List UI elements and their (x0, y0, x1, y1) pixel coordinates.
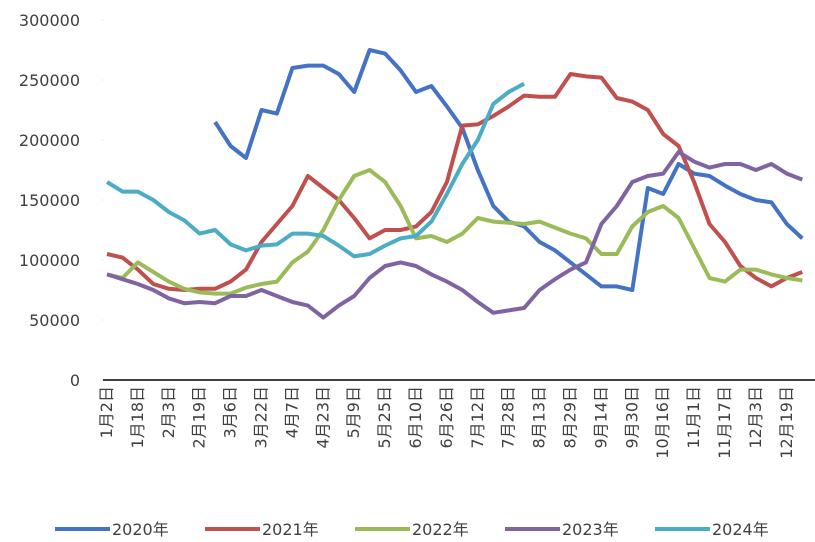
x-tick-label: 6月26日 (437, 386, 456, 449)
legend-label: 2023年 (562, 520, 619, 539)
x-tick-label: 12月19日 (777, 386, 796, 459)
x-tick-label: 3月6日 (221, 386, 240, 438)
x-tick-label: 9月30日 (622, 386, 641, 449)
y-tick-label: 300000 (19, 11, 80, 30)
y-tick-label: 250000 (19, 71, 80, 90)
legend-label: 2021年 (262, 520, 319, 539)
x-tick-label: 4月7日 (282, 386, 301, 438)
x-tick-label: 2月3日 (159, 386, 178, 438)
x-tick-label: 11月1日 (684, 386, 703, 449)
x-tick-label: 6月10日 (406, 386, 425, 449)
legend-label: 2020年 (112, 520, 169, 539)
x-tick-label: 12月3日 (746, 386, 765, 449)
series-line (106, 150, 804, 320)
x-tick-label: 11月17日 (715, 386, 734, 459)
series-line (106, 72, 804, 292)
y-tick-label: 100000 (19, 251, 80, 270)
x-tick-label: 1月18日 (128, 386, 147, 449)
series-line (106, 168, 803, 296)
y-tick-label: 0 (70, 371, 80, 390)
x-tick-label: 10月16日 (653, 386, 672, 459)
x-tick-label: 4月23日 (313, 386, 332, 449)
x-tick-label: 7月12日 (468, 386, 487, 449)
x-tick-label: 2月19日 (190, 386, 209, 449)
x-tick-label: 1月2日 (97, 386, 116, 438)
x-tick-label: 7月28日 (499, 386, 518, 449)
legend-label: 2024年 (712, 520, 769, 539)
x-tick-label: 5月25日 (375, 386, 394, 449)
x-tick-label: 9月14日 (591, 386, 610, 449)
x-tick-label: 3月22日 (252, 386, 271, 449)
y-tick-label: 200000 (19, 131, 80, 150)
x-tick-label: 8月13日 (530, 386, 549, 449)
x-tick-label: 8月29日 (561, 386, 580, 449)
y-tick-label: 150000 (19, 191, 80, 210)
x-tick-label: 5月9日 (344, 386, 363, 438)
legend-label: 2022年 (412, 520, 469, 539)
y-tick-label: 50000 (29, 311, 80, 330)
series-line (105, 81, 526, 259)
